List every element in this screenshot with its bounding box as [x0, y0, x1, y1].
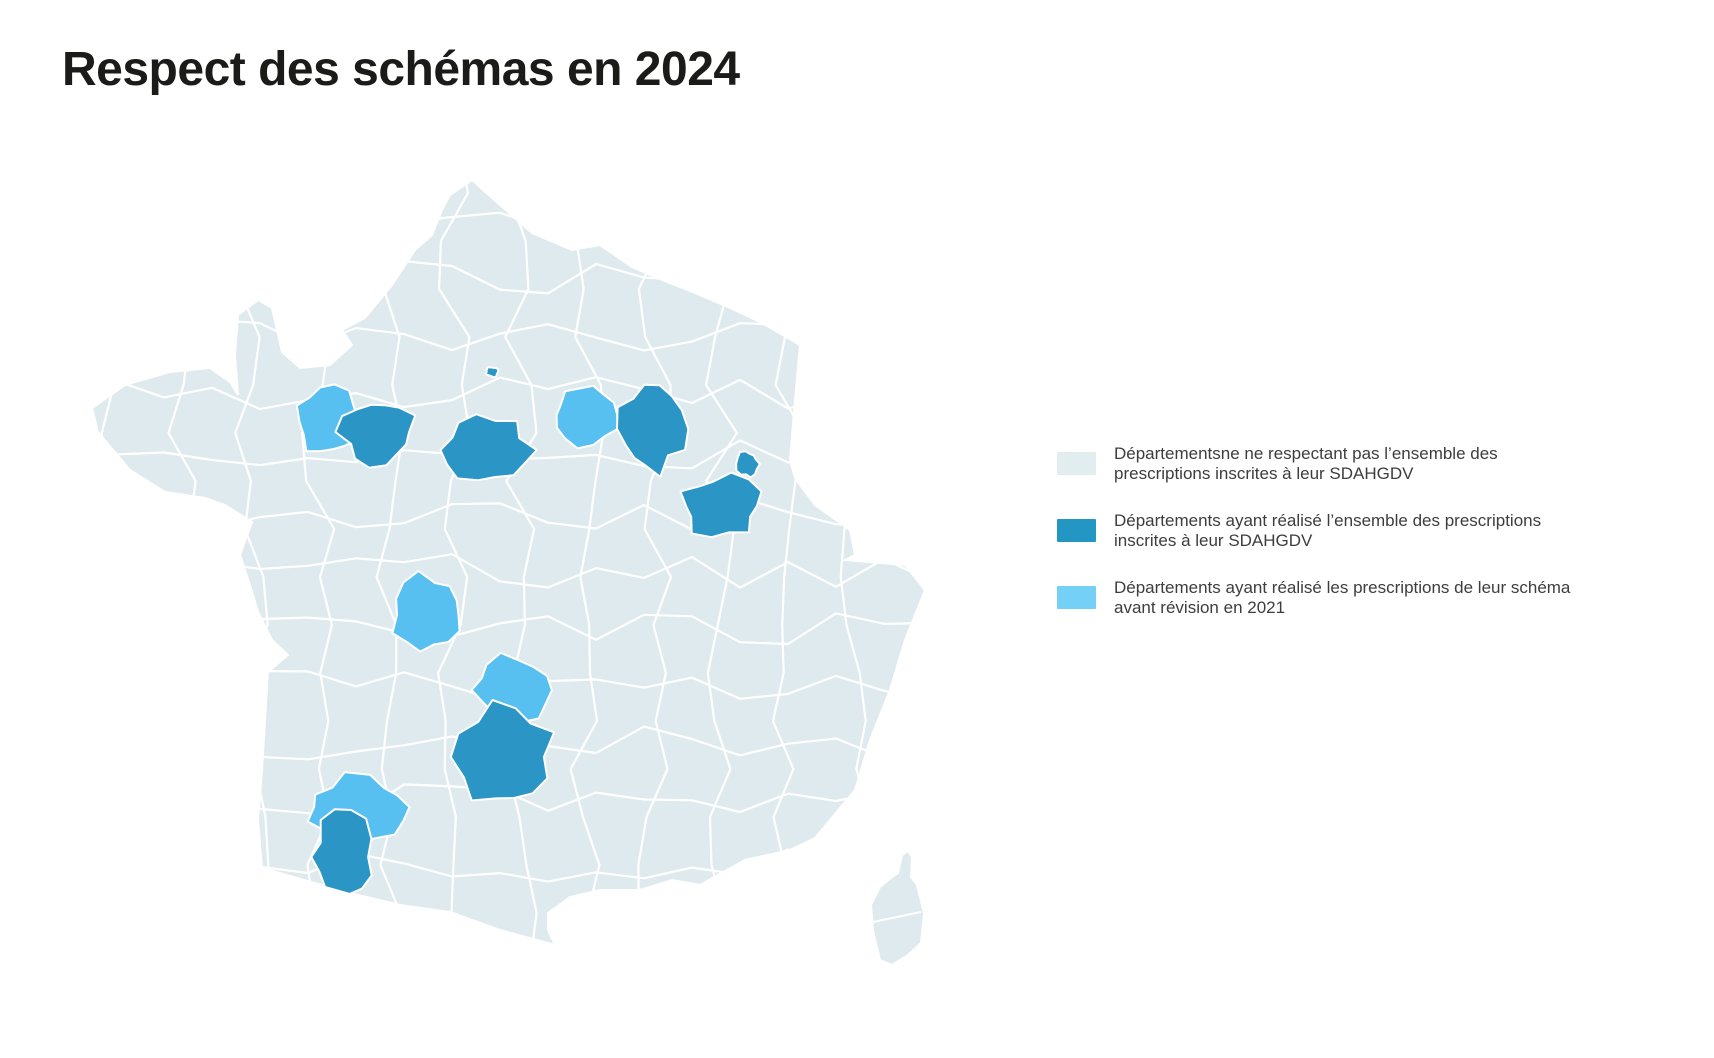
legend-label-avant-revision: Départements ayant réalisé les prescript… — [1114, 578, 1571, 617]
legend-item-realise: Départements ayant réalisé l’ensemble de… — [1057, 511, 1637, 551]
corsica-department-border — [872, 911, 922, 923]
legend-swatch-realise — [1057, 519, 1096, 542]
department-shape-dept-east-small — [735, 450, 761, 479]
department-shape-dept-southwest-south — [310, 808, 373, 905]
france-map — [40, 165, 970, 975]
department-shape-dept-paris-small — [484, 366, 500, 379]
department-shape-dept-northeast-west — [555, 384, 619, 450]
legend-item-avant-revision: Départements ayant réalisé les prescript… — [1057, 578, 1637, 618]
department-shape-dept-east — [679, 471, 763, 539]
department-shape-dept-center — [391, 569, 461, 653]
department-shape-dept-south-center — [449, 699, 556, 802]
highlighted-departments — [295, 366, 763, 905]
france-outline — [90, 178, 927, 947]
legend: Départementsne ne respectant pas l’ensem… — [1057, 444, 1637, 618]
legend-label-not-respected: Départementsne ne respectant pas l’ensem… — [1114, 444, 1498, 483]
department-shape-dept-northeast-east — [616, 383, 690, 478]
corsica-outline — [869, 849, 926, 967]
legend-swatch-not-respected — [1057, 452, 1096, 475]
department-shape-dept-normandy-east — [334, 403, 417, 469]
page-title: Respect des schémas en 2024 — [62, 43, 740, 96]
legend-item-not-respected: Départementsne ne respectant pas l’ensem… — [1057, 444, 1637, 484]
department-shape-dept-center-north — [439, 413, 538, 482]
legend-swatch-avant-revision — [1057, 586, 1096, 609]
france-departments-choropleth — [90, 178, 927, 967]
legend-label-realise: Départements ayant réalisé l’ensemble de… — [1114, 511, 1542, 550]
